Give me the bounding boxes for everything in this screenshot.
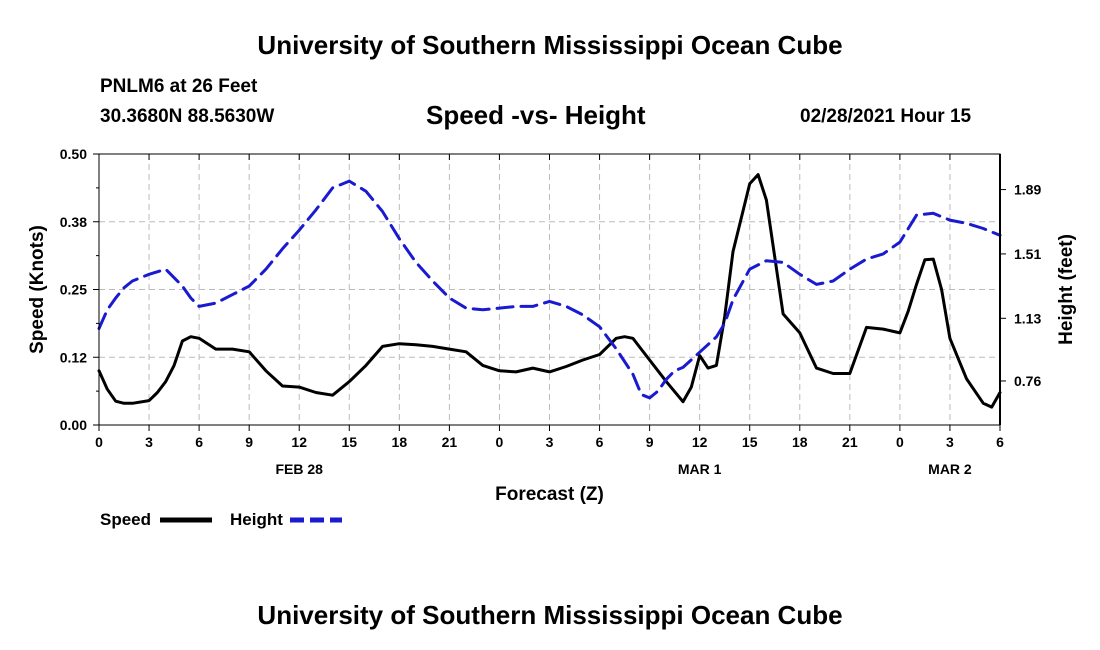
x-tick-label: 15 <box>742 434 758 450</box>
x-tick-label: 0 <box>496 434 504 450</box>
x-tick-label: 3 <box>546 434 554 450</box>
footer-title: University of Southern Mississippi Ocean… <box>257 600 843 630</box>
x-date-label: MAR 2 <box>928 461 972 477</box>
x-date-label: FEB 28 <box>275 461 323 477</box>
station-label: PNLM6 at 26 Feet <box>100 76 258 97</box>
x-tick-label: 6 <box>996 434 1004 450</box>
y-tick-label: 0.00 <box>60 417 87 433</box>
x-tick-label: 21 <box>442 434 458 450</box>
y2-axis-title: Height (feet) <box>1056 234 1077 345</box>
x-tick-label: 9 <box>646 434 654 450</box>
page-title: University of Southern Mississippi Ocean… <box>257 30 843 60</box>
y2-tick-label: 1.89 <box>1014 182 1041 198</box>
x-tick-label: 18 <box>792 434 808 450</box>
x-tick-label: 0 <box>896 434 904 450</box>
x-tick-label: 0 <box>95 434 103 450</box>
x-tick-label: 12 <box>291 434 307 450</box>
grid <box>99 154 1000 425</box>
x-tick-label: 6 <box>195 434 203 450</box>
x-tick-label: 21 <box>842 434 858 450</box>
y-tick-label: 0.38 <box>60 214 87 230</box>
series-height-line <box>97 179 1002 400</box>
y2-tick-label: 1.51 <box>1014 246 1041 262</box>
y-tick-label: 0.50 <box>60 146 87 162</box>
x-tick-label: 3 <box>946 434 954 450</box>
chart-title: Speed -vs- Height <box>426 100 646 130</box>
x-tick-label: 6 <box>596 434 604 450</box>
series-layer <box>97 173 1002 409</box>
x-tick-label: 15 <box>341 434 357 450</box>
y-axis-title: Speed (Knots) <box>27 225 48 354</box>
x-tick-label: 12 <box>692 434 708 450</box>
axes: 0 3 6 9 12 15 18 21 0 3 6 9 12 15 18 21 0 3 6 FEB 28 MAR 1 MA… <box>60 146 1042 477</box>
x-tick-label: 9 <box>245 434 253 450</box>
y-tick-label: 0.12 <box>60 349 87 365</box>
legend-label-speed: Speed <box>100 510 151 529</box>
y2-tick-label: 1.13 <box>1014 310 1041 326</box>
coordinates-label: 30.3680N 88.5630W <box>100 106 275 127</box>
y2-tick-label: 0.76 <box>1014 373 1041 389</box>
x-date-label: MAR 1 <box>678 461 722 477</box>
legend-label-height: Height <box>230 510 283 529</box>
y-tick-label: 0.25 <box>60 282 87 298</box>
series-speed-line <box>97 173 1002 409</box>
x-axis-title: Forecast (Z) <box>495 484 604 505</box>
x-tick-label: 3 <box>145 434 153 450</box>
x-tick-label: 18 <box>392 434 408 450</box>
legend: Speed Height <box>100 510 342 529</box>
datetime-label: 02/28/2021 Hour 15 <box>800 106 972 127</box>
